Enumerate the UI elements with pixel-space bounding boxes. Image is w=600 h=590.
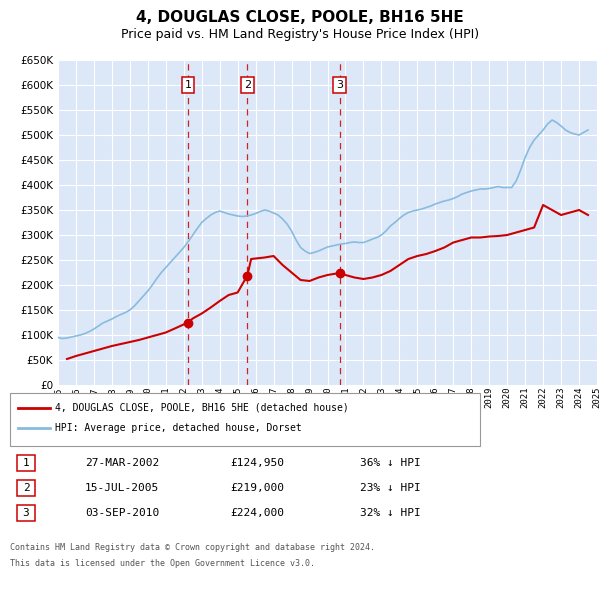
Text: 03-SEP-2010: 03-SEP-2010 [85,508,159,518]
Text: 3: 3 [336,80,343,90]
Text: 27-MAR-2002: 27-MAR-2002 [85,458,159,468]
Text: 1: 1 [23,458,29,468]
Text: Contains HM Land Registry data © Crown copyright and database right 2024.: Contains HM Land Registry data © Crown c… [10,543,375,552]
Text: 4, DOUGLAS CLOSE, POOLE, BH16 5HE: 4, DOUGLAS CLOSE, POOLE, BH16 5HE [136,10,464,25]
Bar [17,455,35,471]
Text: 32% ↓ HPI: 32% ↓ HPI [360,508,421,518]
Bar [17,480,35,496]
Text: 23% ↓ HPI: 23% ↓ HPI [360,483,421,493]
Text: £224,000: £224,000 [230,508,284,518]
Text: 2: 2 [23,483,29,493]
Text: 4, DOUGLAS CLOSE, POOLE, BH16 5HE (detached house): 4, DOUGLAS CLOSE, POOLE, BH16 5HE (detac… [55,403,349,413]
Bar [17,505,35,521]
Text: £219,000: £219,000 [230,483,284,493]
Text: HPI: Average price, detached house, Dorset: HPI: Average price, detached house, Dors… [55,423,302,433]
Text: £124,950: £124,950 [230,458,284,468]
Text: 2: 2 [244,80,251,90]
Text: 15-JUL-2005: 15-JUL-2005 [85,483,159,493]
Text: This data is licensed under the Open Government Licence v3.0.: This data is licensed under the Open Gov… [10,559,315,568]
Text: Price paid vs. HM Land Registry's House Price Index (HPI): Price paid vs. HM Land Registry's House … [121,28,479,41]
Text: 3: 3 [23,508,29,518]
Bar [10,393,480,446]
Text: 36% ↓ HPI: 36% ↓ HPI [360,458,421,468]
Text: 1: 1 [184,80,191,90]
